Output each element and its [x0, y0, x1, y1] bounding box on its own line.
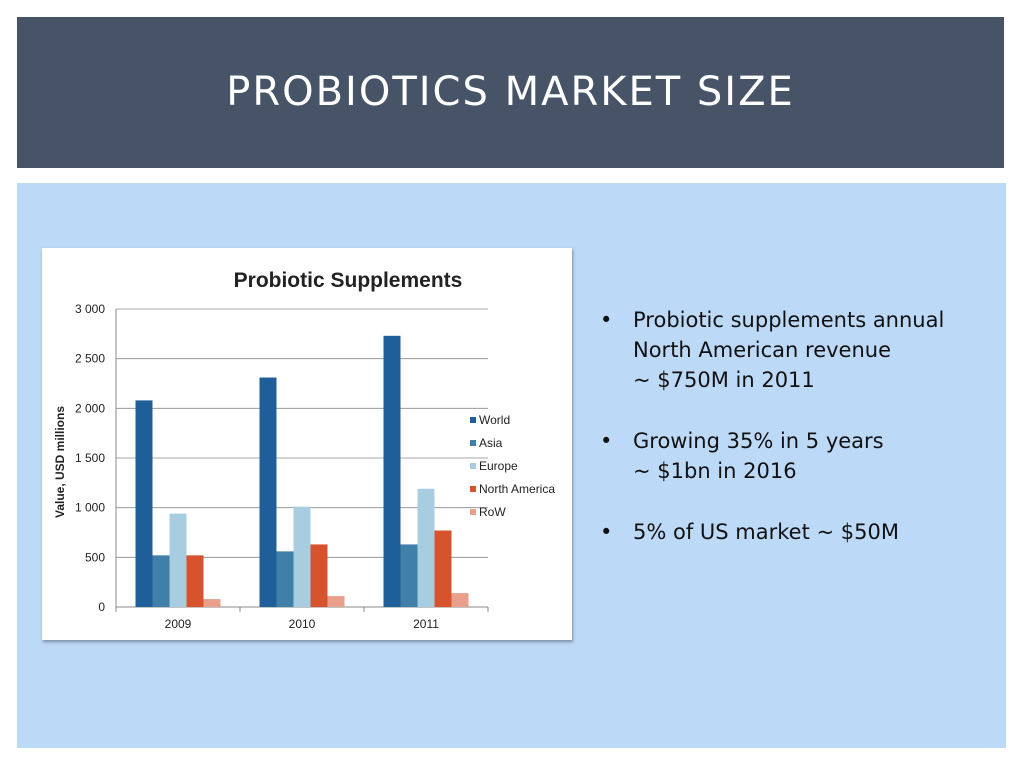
legend-swatch — [470, 440, 476, 446]
bar-row — [327, 596, 345, 607]
bar-asia — [400, 544, 418, 607]
bar-north-america — [310, 544, 328, 607]
bullet-text: Probiotic supplements annual — [633, 308, 945, 332]
y-tick-label: 3 000 — [75, 302, 105, 316]
legend-swatch — [470, 509, 476, 515]
title-bar: PROBIOTICS MARKET SIZE — [17, 17, 1004, 168]
y-axis-label: Value, USD millions — [53, 406, 67, 518]
bar-world — [259, 377, 277, 607]
legend-label: RoW — [479, 505, 506, 519]
chart-title: Probiotic Supplements — [234, 269, 463, 292]
bar-north-america — [434, 530, 452, 607]
y-tick-label: 2 500 — [75, 352, 105, 366]
bullet-icon: • — [600, 520, 613, 544]
x-tick-label: 2009 — [165, 617, 192, 631]
y-tick-label: 500 — [85, 550, 105, 564]
x-tick-label: 2011 — [413, 617, 439, 631]
bar-europe — [169, 513, 187, 607]
bullet-text: 5% of US market ~ $50M — [633, 520, 899, 544]
bullet-text: ~ $750M in 2011 — [633, 368, 815, 392]
bullet-icon: • — [600, 429, 613, 453]
bullet-text: Growing 35% in 5 years — [633, 429, 884, 453]
x-tick-label: 2010 — [289, 617, 316, 631]
bar-asia — [276, 551, 294, 607]
bar-chart: Probiotic Supplements 0 500 1 000 1 500 2 000… — [53, 269, 555, 631]
bullet-item: • Probiotic supplements annual North Ameri… — [600, 305, 1000, 395]
y-tick-label: 2 000 — [75, 401, 105, 415]
legend-label: North America — [479, 482, 555, 496]
y-tick-label: 1 000 — [75, 501, 105, 515]
bar-row — [451, 593, 469, 607]
bullet-text: ~ $1bn in 2016 — [633, 459, 797, 483]
bullet-text: North American revenue — [633, 338, 891, 362]
y-tick-label: 0 — [98, 600, 105, 614]
bar-europe — [417, 488, 435, 607]
bar-row — [203, 599, 221, 607]
legend-swatch — [470, 463, 476, 469]
slide-title: PROBIOTICS MARKET SIZE — [226, 68, 795, 115]
y-tick-label: 1 500 — [75, 451, 105, 465]
bar-world — [135, 400, 153, 607]
legend-label: Europe — [479, 459, 518, 473]
chart-card: Probiotic Supplements 0 500 1 000 1 500 2 000… — [42, 248, 572, 640]
bullet-item: • 5% of US market ~ $50M — [600, 517, 1000, 547]
bullet-icon: • — [600, 308, 613, 332]
bullet-item: • Growing 35% in 5 years ~ $1bn in 2016 — [600, 426, 1000, 486]
bullet-list: • Probiotic supplements annual North Ameri… — [600, 305, 1000, 578]
legend-swatch — [470, 486, 476, 492]
bar-europe — [293, 506, 311, 607]
bar-asia — [152, 555, 170, 607]
legend-label: Asia — [479, 436, 503, 450]
legend-swatch — [470, 417, 476, 423]
legend-label: World — [479, 413, 510, 427]
bar-north-america — [186, 555, 204, 607]
bar-world — [383, 335, 401, 607]
